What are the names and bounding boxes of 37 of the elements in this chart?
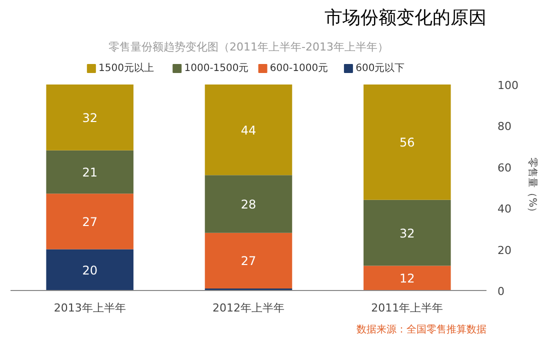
data-label: 32 bbox=[82, 110, 98, 125]
data-label: 20 bbox=[82, 263, 98, 278]
y-tick-label: 60 bbox=[498, 161, 512, 174]
data-label: 27 bbox=[240, 254, 256, 268]
bar bbox=[46, 194, 134, 250]
bar bbox=[46, 84, 134, 150]
y-tick-label: 100 bbox=[498, 79, 518, 92]
chart-title: 市场份额变化的原因 bbox=[324, 8, 486, 28]
bar bbox=[46, 249, 134, 290]
legend-label: 600元以下 bbox=[356, 62, 405, 74]
y-tick-label: 80 bbox=[498, 120, 512, 134]
x-tick-label: 2012年上半年 bbox=[212, 302, 285, 314]
bar bbox=[204, 175, 292, 233]
data-label: 56 bbox=[400, 136, 415, 150]
y-tick-label: 0 bbox=[498, 285, 504, 298]
y-axis-title: 零售量（%） bbox=[526, 158, 538, 218]
y-tick-label: 20 bbox=[498, 244, 512, 257]
chart-subtitle: 零售量份额趋势变化图（2011年上半年-2013年上半年） bbox=[108, 40, 388, 54]
data-label: 32 bbox=[400, 226, 415, 240]
x-tick-label: 2011年上半年 bbox=[371, 302, 444, 314]
bar bbox=[204, 84, 292, 176]
bar bbox=[364, 200, 451, 266]
x-tick-label: 2013年上半年 bbox=[54, 302, 126, 314]
data-label: 12 bbox=[400, 272, 415, 286]
bar bbox=[364, 84, 451, 200]
bar bbox=[204, 232, 292, 288]
bar bbox=[46, 150, 134, 194]
legend-label: 1000-1500元 bbox=[184, 63, 249, 74]
source-note: 数据来源：全国零售推算数据 bbox=[356, 324, 486, 336]
y-tick-label: 40 bbox=[498, 202, 512, 216]
bar bbox=[364, 266, 451, 290]
data-label: 44 bbox=[240, 123, 256, 138]
legend-label: 600-1000元 bbox=[270, 63, 328, 74]
legend-label: 1500元以上 bbox=[98, 62, 154, 74]
data-label: 27 bbox=[82, 214, 98, 229]
data-label: 28 bbox=[240, 197, 256, 212]
data-label: 21 bbox=[82, 166, 98, 180]
